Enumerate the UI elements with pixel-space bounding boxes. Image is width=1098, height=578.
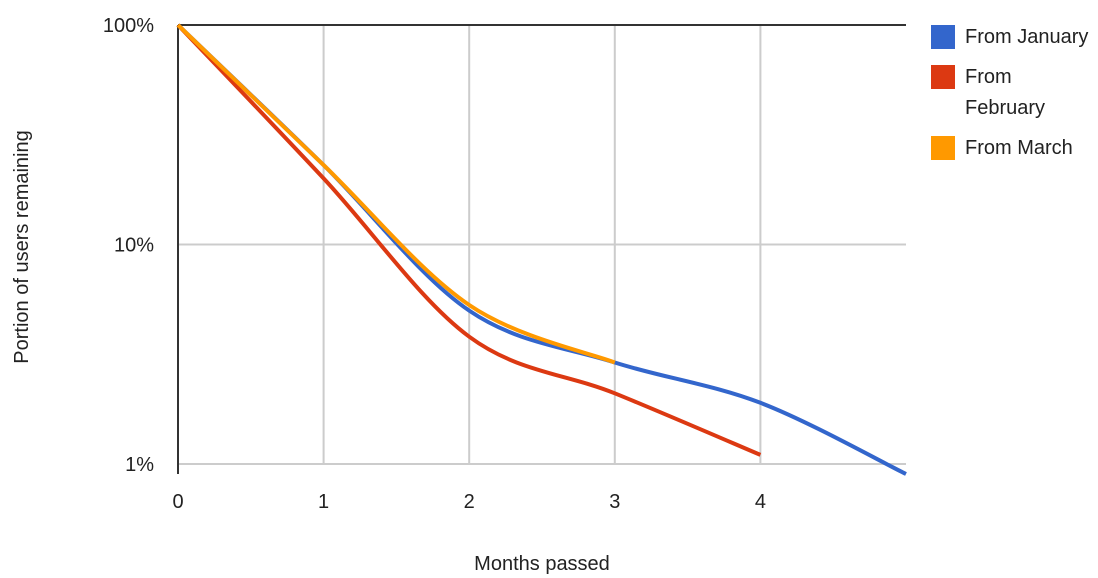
y-axis-title: Portion of users remaining: [11, 130, 33, 363]
series-line-from-march: [176, 23, 616, 365]
y-tick-label: 1%: [125, 454, 154, 476]
legend: From January From February From March: [931, 22, 1096, 173]
legend-item-march[interactable]: From March: [931, 133, 1096, 164]
legend-item-february[interactable]: From February: [931, 62, 1096, 124]
x-tick-label: 2: [464, 491, 475, 513]
axes: [177, 24, 906, 474]
legend-swatch-march: [931, 136, 955, 160]
series-line-from-january: [176, 23, 907, 476]
y-tick-label: 10%: [114, 235, 154, 257]
legend-item-january[interactable]: From January: [931, 22, 1096, 53]
x-tick-label: 1: [318, 491, 329, 513]
x-tick-label: 3: [609, 491, 620, 513]
legend-label-january: From January: [965, 26, 1089, 48]
series-line-from-february: [176, 23, 762, 457]
series-lines: [176, 23, 907, 476]
tick-labels: 0 1 2 3 4 100% 10% 1%: [103, 15, 766, 513]
x-axis-title: Months passed: [474, 553, 610, 575]
x-tick-label: 0: [172, 491, 183, 513]
legend-swatch-february: [931, 65, 955, 89]
y-tick-label: 100%: [103, 15, 154, 37]
legend-swatch-january: [931, 25, 955, 49]
legend-label-february: From February: [965, 66, 1046, 119]
gridlines: [178, 24, 906, 465]
legend-label-march: From March: [965, 137, 1073, 159]
x-tick-label: 4: [755, 491, 766, 513]
